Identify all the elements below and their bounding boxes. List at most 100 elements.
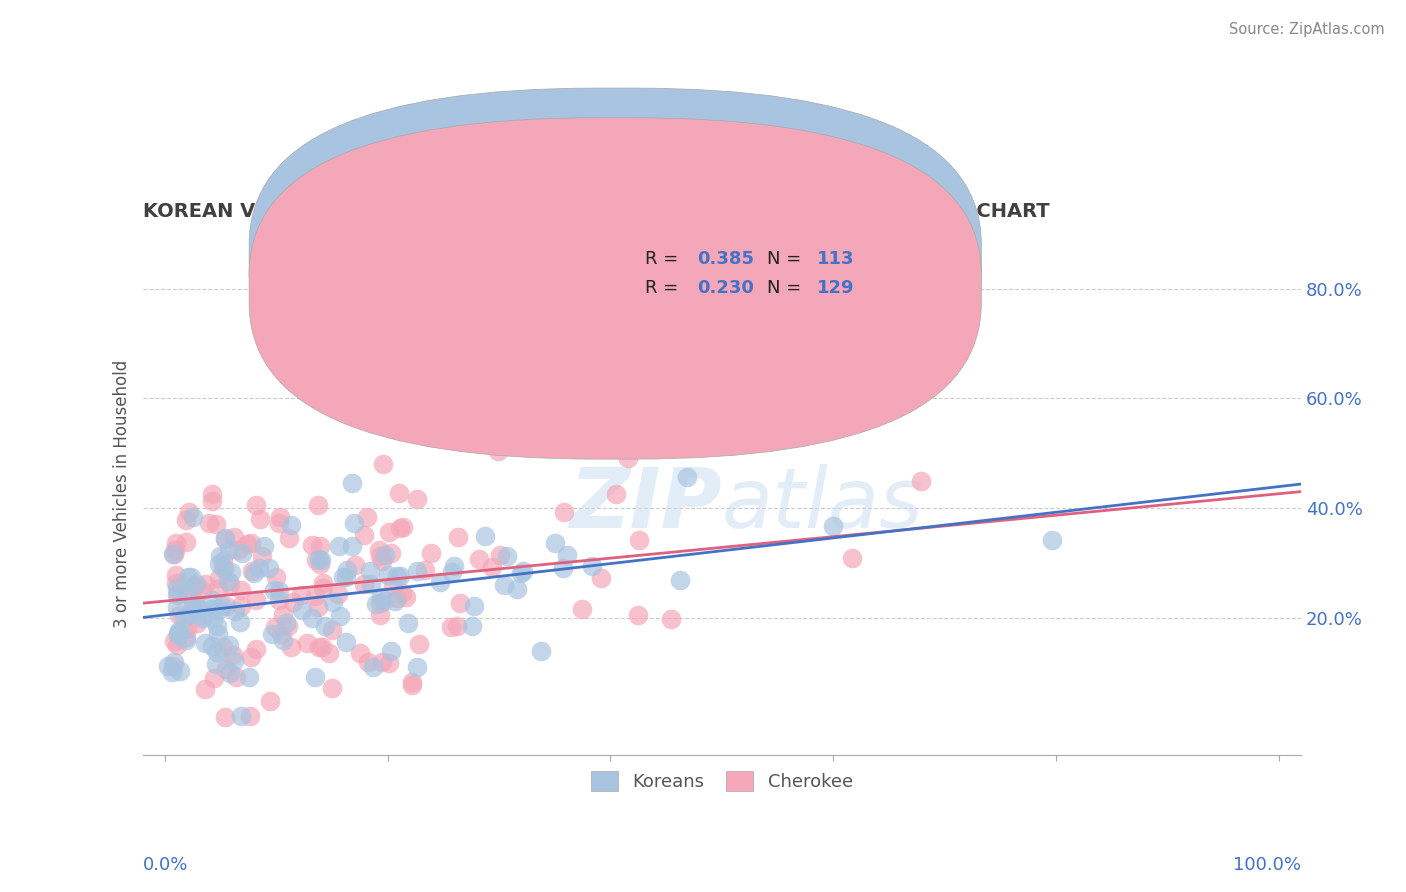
Point	[311, 640, 333, 654]
Point	[467, 551, 489, 566]
Point	[314, 618, 336, 632]
Point	[370, 590, 392, 604]
Point	[492, 578, 515, 592]
Text: KOREAN VS CHEROKEE 3 OR MORE VEHICLES IN HOUSEHOLD CORRELATION CHART: KOREAN VS CHEROKEE 3 OR MORE VEHICLES IN…	[142, 202, 1049, 221]
Point	[177, 570, 200, 584]
Point	[910, 475, 932, 489]
Point	[344, 558, 367, 572]
Point	[377, 568, 399, 582]
Point	[167, 586, 190, 600]
Point	[214, 709, 236, 723]
Point	[307, 599, 329, 614]
Text: 100.0%: 100.0%	[1233, 855, 1301, 873]
Point	[245, 642, 267, 657]
Point	[173, 611, 195, 625]
Point	[659, 612, 682, 626]
Point	[277, 532, 299, 546]
Point	[229, 583, 252, 598]
Point	[247, 560, 270, 574]
Point	[380, 643, 402, 657]
FancyBboxPatch shape	[576, 236, 890, 312]
Point	[169, 665, 191, 679]
Point	[207, 558, 229, 572]
Text: 0.0%: 0.0%	[142, 855, 188, 873]
Point	[385, 591, 408, 606]
Point	[308, 640, 330, 654]
Point	[219, 577, 242, 591]
Point	[295, 635, 318, 649]
Point	[388, 486, 411, 500]
Point	[408, 637, 430, 651]
Point	[328, 540, 350, 554]
Point	[180, 584, 202, 599]
Point	[405, 564, 427, 578]
Point	[181, 510, 204, 524]
Point	[240, 536, 263, 550]
Point	[214, 599, 236, 614]
Point	[381, 578, 404, 592]
Point	[571, 602, 593, 616]
Point	[269, 583, 291, 598]
Point	[356, 510, 378, 524]
Point	[405, 491, 427, 506]
Point	[163, 543, 186, 558]
Point	[553, 505, 575, 519]
Point	[162, 659, 184, 673]
Point	[204, 657, 226, 671]
Point	[290, 589, 312, 603]
Point	[202, 671, 225, 685]
Text: 113: 113	[817, 250, 855, 268]
Point	[312, 576, 335, 591]
Point	[208, 571, 231, 585]
Point	[163, 547, 186, 561]
Point	[309, 539, 332, 553]
Point	[343, 516, 366, 531]
Point	[377, 524, 399, 539]
Point	[186, 615, 208, 630]
Point	[312, 582, 335, 596]
Point	[157, 659, 180, 673]
Point	[305, 552, 328, 566]
Point	[413, 562, 436, 576]
Point	[335, 570, 357, 584]
Text: ZIP: ZIP	[569, 464, 721, 545]
Point	[219, 566, 242, 580]
Text: atlas: atlas	[721, 464, 924, 545]
Point	[318, 646, 340, 660]
Point	[200, 486, 222, 500]
Point	[205, 645, 228, 659]
Point	[336, 563, 359, 577]
Point	[301, 538, 323, 552]
Point	[269, 510, 291, 524]
Point	[184, 603, 207, 617]
Point	[391, 586, 413, 600]
FancyBboxPatch shape	[249, 88, 981, 429]
Point	[360, 577, 382, 591]
Point	[226, 543, 249, 558]
Point	[212, 562, 235, 576]
Point	[271, 607, 294, 622]
Point	[207, 627, 229, 641]
Point	[277, 619, 299, 633]
Point	[367, 543, 389, 558]
Point	[506, 582, 529, 596]
Point	[201, 593, 224, 607]
Text: Source: ZipAtlas.com: Source: ZipAtlas.com	[1229, 22, 1385, 37]
Point	[259, 694, 281, 708]
Point	[304, 589, 326, 603]
Point	[202, 612, 225, 626]
Point	[222, 654, 245, 668]
Point	[167, 625, 190, 640]
Point	[321, 681, 343, 695]
Point	[224, 604, 246, 618]
Point	[165, 536, 187, 550]
Point	[177, 505, 200, 519]
Point	[304, 670, 326, 684]
Point	[509, 566, 531, 580]
Point	[307, 498, 329, 512]
Point	[395, 590, 418, 604]
Point	[676, 470, 699, 484]
Point	[389, 569, 412, 583]
Point	[388, 521, 411, 535]
Point	[617, 451, 640, 466]
